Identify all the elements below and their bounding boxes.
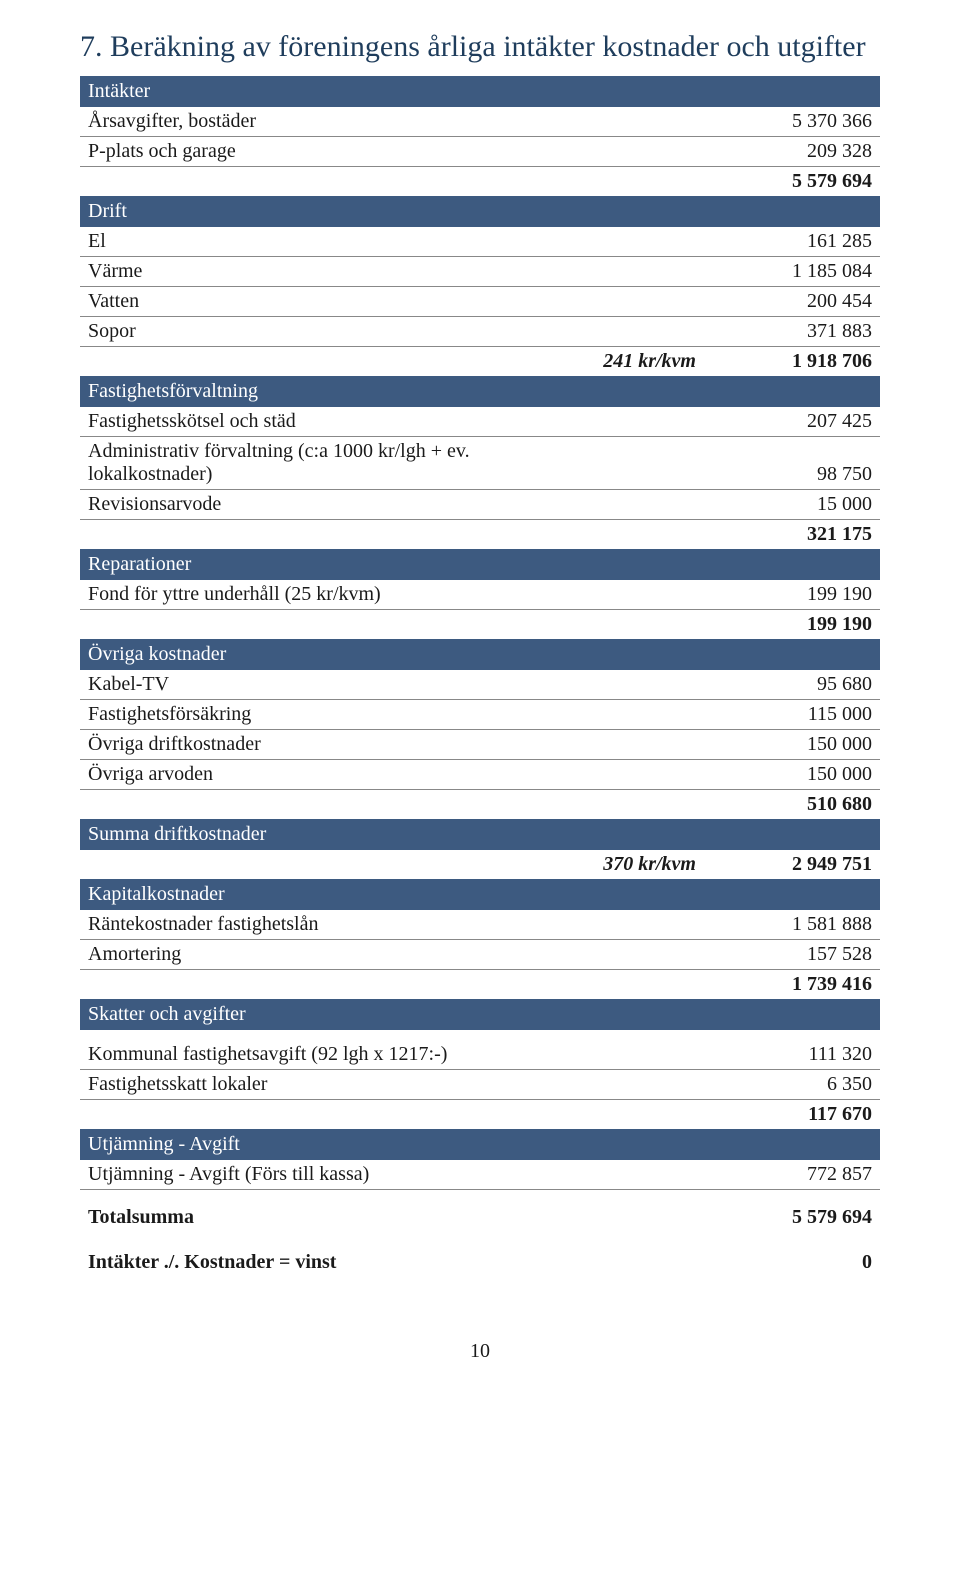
subtotal-value: 1 918 706 xyxy=(704,347,880,377)
totalsumma-value: 5 579 694 xyxy=(704,1200,880,1235)
row-value: 200 454 xyxy=(704,287,880,317)
row-label: Sopor xyxy=(80,317,548,347)
subtotal-value: 510 680 xyxy=(704,790,880,820)
section-header-kapital: Kapitalkostnader xyxy=(80,879,880,910)
page-number: 10 xyxy=(80,1340,880,1363)
row-label: Kabel-TV xyxy=(80,670,548,700)
row-value: 1 185 084 xyxy=(704,257,880,287)
section-header-fastighet: Fastighetsförvaltning xyxy=(80,376,880,407)
row-value: 150 000 xyxy=(704,760,880,790)
page-title: 7. Beräkning av föreningens årliga intäk… xyxy=(80,30,880,64)
row-label: Kommunal fastighetsavgift (92 lgh x 1217… xyxy=(80,1040,548,1070)
row-label: Fastighetsskatt lokaler xyxy=(80,1070,548,1100)
row-value: 207 425 xyxy=(704,407,880,437)
subtotal-value: 117 670 xyxy=(704,1100,880,1130)
row-label: Årsavgifter, bostäder xyxy=(80,107,548,137)
vinst-label: Intäkter ./. Kostnader = vinst xyxy=(80,1245,548,1280)
row-value: 161 285 xyxy=(704,227,880,257)
row-value: 157 528 xyxy=(704,940,880,970)
financial-table: Intäkter Årsavgifter, bostäder5 370 366 … xyxy=(80,76,880,1280)
row-label: Värme xyxy=(80,257,548,287)
subtotal-value: 5 579 694 xyxy=(704,167,880,197)
subtotal-mid: 370 kr/kvm xyxy=(548,850,704,879)
subtotal-value: 1 739 416 xyxy=(704,970,880,1000)
section-header-summa-drift: Summa driftkostnader xyxy=(80,819,880,850)
row-value: 1 581 888 xyxy=(704,910,880,940)
row-label: Räntekostnader fastighetslån xyxy=(80,910,548,940)
subtotal-mid: 241 kr/kvm xyxy=(548,347,704,377)
section-header-ovriga: Övriga kostnader xyxy=(80,639,880,670)
section-header-intakter: Intäkter xyxy=(80,76,880,107)
row-value: 371 883 xyxy=(704,317,880,347)
row-label: Fastighetsskötsel och städ xyxy=(80,407,548,437)
row-value: 772 857 xyxy=(704,1160,880,1190)
row-label: Fastighetsförsäkring xyxy=(80,700,548,730)
row-value: 150 000 xyxy=(704,730,880,760)
row-label: Amortering xyxy=(80,940,548,970)
row-label: Utjämning - Avgift (Förs till kassa) xyxy=(80,1160,548,1190)
row-value: 199 190 xyxy=(704,580,880,610)
totalsumma-label: Totalsumma xyxy=(80,1200,548,1235)
vinst-value: 0 xyxy=(704,1245,880,1280)
row-value: 15 000 xyxy=(704,490,880,520)
row-label: Övriga arvoden xyxy=(80,760,548,790)
row-value: 111 320 xyxy=(704,1040,880,1070)
row-value: 98 750 xyxy=(704,437,880,490)
row-label: Övriga driftkostnader xyxy=(80,730,548,760)
subtotal-value: 321 175 xyxy=(704,520,880,550)
row-value: 95 680 xyxy=(704,670,880,700)
section-header-skatter: Skatter och avgifter xyxy=(80,999,880,1030)
section-header-drift: Drift xyxy=(80,196,880,227)
row-label: Fond för yttre underhåll (25 kr/kvm) xyxy=(80,580,548,610)
subtotal-value: 2 949 751 xyxy=(704,850,880,879)
row-label: P-plats och garage xyxy=(80,137,548,167)
section-header-utjamning: Utjämning - Avgift xyxy=(80,1129,880,1160)
row-value: 6 350 xyxy=(704,1070,880,1100)
row-label: Vatten xyxy=(80,287,548,317)
row-value: 115 000 xyxy=(704,700,880,730)
row-label: El xyxy=(80,227,548,257)
row-label: Administrativ förvaltning (c:a 1000 kr/l… xyxy=(80,437,548,490)
subtotal-value: 199 190 xyxy=(704,610,880,640)
section-header-reparationer: Reparationer xyxy=(80,549,880,580)
row-value: 5 370 366 xyxy=(704,107,880,137)
row-value: 209 328 xyxy=(704,137,880,167)
row-label: Revisionsarvode xyxy=(80,490,548,520)
